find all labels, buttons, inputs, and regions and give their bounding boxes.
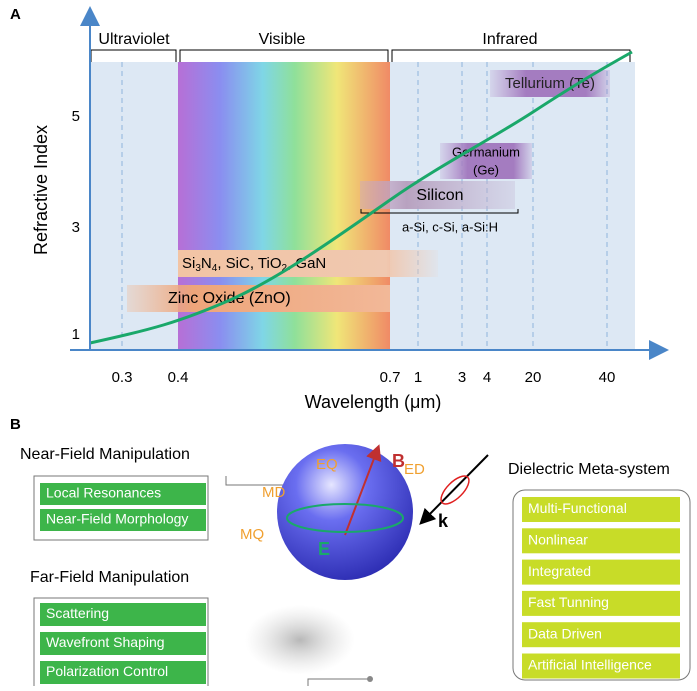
item-list: Multi-Functional Nonlinear Integrated Fast …	[522, 497, 680, 679]
shadow	[245, 605, 355, 675]
item-button	[40, 509, 206, 531]
k-arrow	[419, 454, 489, 525]
mode-label: ED	[404, 461, 425, 478]
item-button	[40, 661, 206, 684]
item-label: Polarization Control	[46, 663, 168, 679]
x-tick-label: 20	[525, 369, 542, 386]
item-label: Scattering	[46, 605, 109, 621]
item-button	[522, 497, 680, 522]
y-axis-label: Refractive Index	[31, 125, 51, 255]
item-label: Wavefront Shaping	[46, 634, 165, 650]
x-axis-label: Wavelength (μm)	[305, 392, 442, 412]
item-button	[522, 590, 680, 616]
text: , SiC, TiO	[217, 255, 281, 272]
section-title: Far-Field Manipulation	[30, 569, 189, 586]
material-label: a-Si, c-Si, a-Si:H	[402, 219, 498, 234]
text: Si	[182, 255, 195, 272]
item-button	[522, 653, 680, 679]
item-label: Near-Field Morphology	[46, 511, 188, 527]
item-label: Local Resonances	[46, 485, 161, 501]
y-tick-label: 5	[72, 108, 80, 125]
item-label: Fast Tunning	[528, 594, 609, 610]
item-button	[522, 622, 680, 648]
item-label: Nonlinear	[528, 532, 588, 548]
x-tick-label: 0.3	[112, 369, 133, 386]
y-tick-label: 3	[72, 219, 80, 236]
item-label: Artificial Intelligence	[528, 657, 652, 673]
material-band	[127, 285, 390, 312]
connector	[225, 476, 288, 486]
polarization	[440, 475, 470, 505]
mode-label: MD	[262, 484, 285, 501]
section-title: Near-Field Manipulation	[20, 446, 190, 463]
x-tick-label: 1	[414, 369, 422, 386]
item-label: Integrated	[528, 563, 591, 579]
text: 4	[212, 263, 218, 274]
text: N	[201, 255, 212, 272]
field-label: E	[318, 539, 330, 559]
material-label: Germanium	[452, 144, 520, 159]
mode-label: MQ	[240, 526, 264, 543]
box	[512, 489, 691, 681]
b-arrow	[344, 444, 382, 536]
field-label: B	[392, 451, 405, 471]
field-label: k	[438, 511, 449, 531]
text: 3	[195, 263, 201, 274]
item-list: Local Resonances Near-Field Morphology	[40, 483, 206, 531]
region-label: Infrared	[482, 31, 537, 48]
region-brackets	[90, 49, 631, 62]
item-button	[40, 603, 206, 626]
x-tick-label: 4	[483, 369, 491, 386]
x-tick-label: 3	[458, 369, 466, 386]
sphere	[277, 444, 413, 580]
item-button	[40, 483, 206, 505]
material-label: Tellurium (Te)	[505, 75, 595, 92]
panel-label: B	[10, 416, 21, 433]
item-button	[522, 528, 680, 554]
e-loop	[286, 503, 404, 533]
material-label: Si3N4, SiC, TiO2, GaN	[182, 255, 326, 274]
item-button	[522, 559, 680, 585]
item-label: Multi-Functional	[528, 500, 627, 516]
x-tick-label: 40	[599, 369, 616, 386]
bracket	[360, 209, 519, 214]
item-button	[40, 632, 206, 655]
panel-label: A	[10, 6, 21, 23]
connector	[307, 678, 370, 686]
dot	[367, 676, 373, 682]
item-list: Scattering Wavefront Shaping Polarization …	[40, 603, 206, 684]
y-tick-label: 1	[72, 326, 80, 343]
x-tick-label: 0.7	[380, 369, 401, 386]
region-label: Visible	[259, 31, 306, 48]
material-label: Silicon	[416, 187, 463, 204]
section-title: Dielectric Meta-system	[508, 461, 670, 478]
material-label: (Ge)	[473, 162, 499, 177]
material-band	[490, 70, 610, 97]
item-label: Data Driven	[528, 625, 602, 641]
text: , GaN	[287, 255, 326, 272]
x-tick-label: 0.4	[168, 369, 189, 386]
index-curve	[89, 50, 633, 345]
region-label: Ultraviolet	[98, 31, 170, 48]
material-band	[440, 143, 532, 179]
box	[33, 475, 209, 541]
text: 2	[282, 263, 288, 274]
mode-label: EQ	[316, 456, 338, 473]
